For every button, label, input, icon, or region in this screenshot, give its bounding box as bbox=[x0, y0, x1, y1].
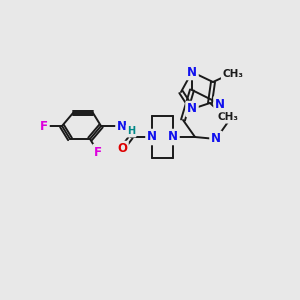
Text: N: N bbox=[187, 65, 197, 79]
Text: N: N bbox=[168, 130, 178, 143]
Text: N: N bbox=[147, 130, 157, 143]
Text: F: F bbox=[40, 119, 48, 133]
Text: CH₃: CH₃ bbox=[223, 69, 244, 79]
Text: O: O bbox=[117, 142, 127, 155]
Text: N: N bbox=[187, 103, 197, 116]
Text: N: N bbox=[117, 119, 127, 133]
Text: CH₃: CH₃ bbox=[218, 112, 239, 122]
Text: N: N bbox=[215, 98, 225, 110]
Text: H: H bbox=[127, 126, 135, 136]
Text: N: N bbox=[211, 133, 221, 146]
Text: F: F bbox=[94, 146, 102, 158]
